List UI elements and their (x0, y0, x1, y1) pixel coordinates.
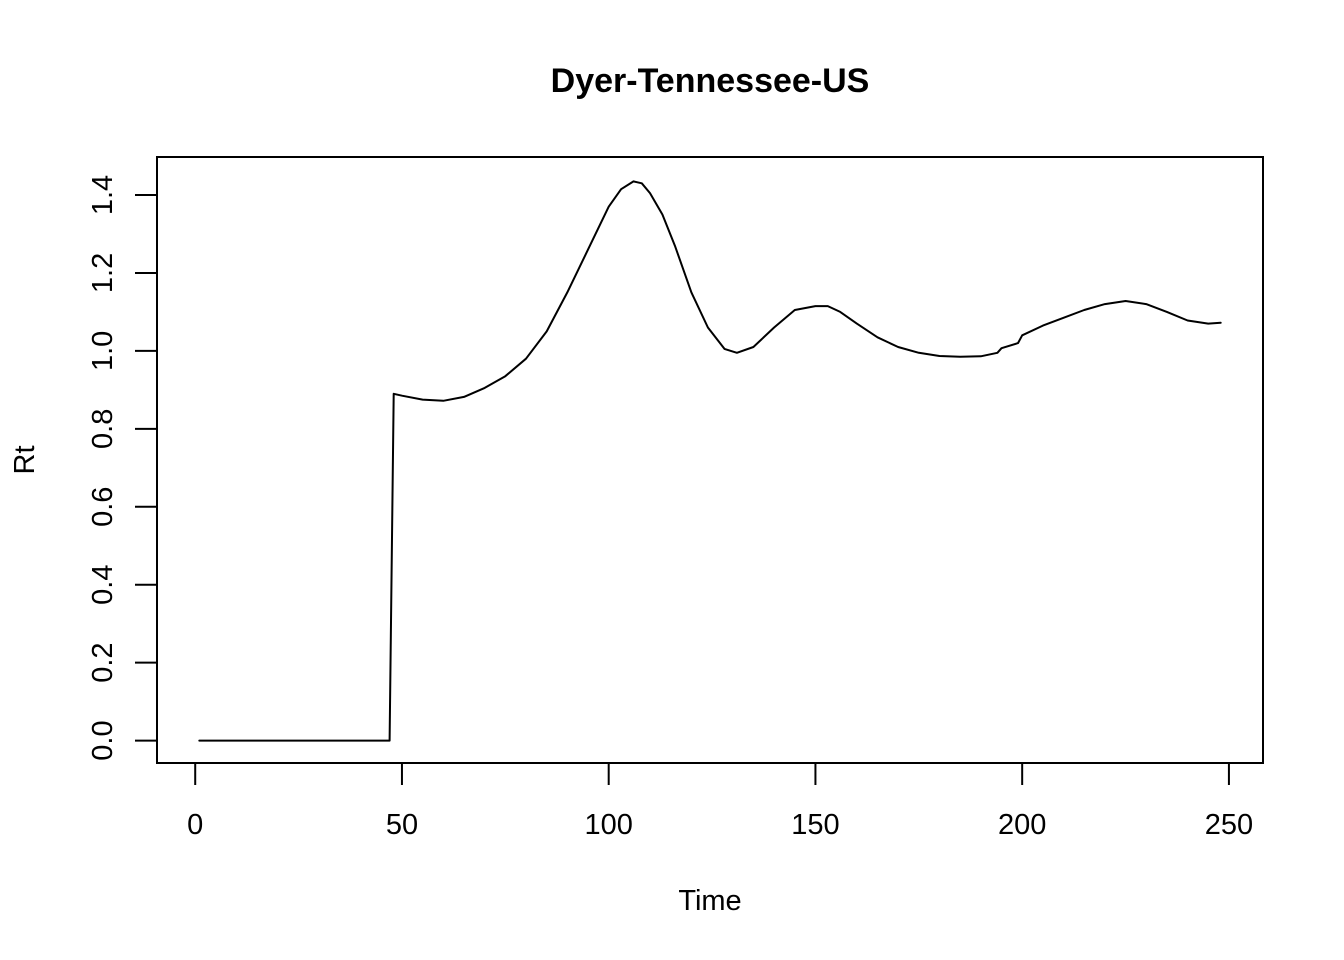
x-tick-label: 0 (187, 809, 203, 841)
x-tick-label: 200 (998, 809, 1046, 841)
y-tick-label: 1.2 (87, 253, 119, 293)
x-tick-label: 150 (791, 809, 839, 841)
x-tick-label: 50 (386, 809, 418, 841)
x-tick-label: 100 (585, 809, 633, 841)
y-tick-label: 0.0 (87, 720, 119, 760)
y-tick-label: 0.6 (87, 487, 119, 527)
x-axis-label: Time (678, 885, 741, 917)
y-axis: 0.0 0.2 0.4 0.6 0.8 1.0 1.2 1.4 (87, 175, 158, 761)
chart-title: Dyer-Tennessee-US (551, 62, 870, 100)
series-line-0 (198, 180, 1222, 742)
y-tick-label: 0.8 (87, 409, 119, 449)
y-tick-label: 1.0 (87, 331, 119, 371)
x-tick-label: 250 (1205, 809, 1253, 841)
x-axis: 0 50 100 150 200 250 (187, 762, 1253, 841)
y-tick-label: 0.4 (87, 565, 119, 605)
y-tick-label: 0.2 (87, 642, 119, 682)
y-tick-label: 1.4 (87, 175, 119, 215)
plot-frame (156, 156, 1264, 764)
y-axis-label: Rt (9, 446, 41, 475)
series-layer (198, 180, 1222, 742)
